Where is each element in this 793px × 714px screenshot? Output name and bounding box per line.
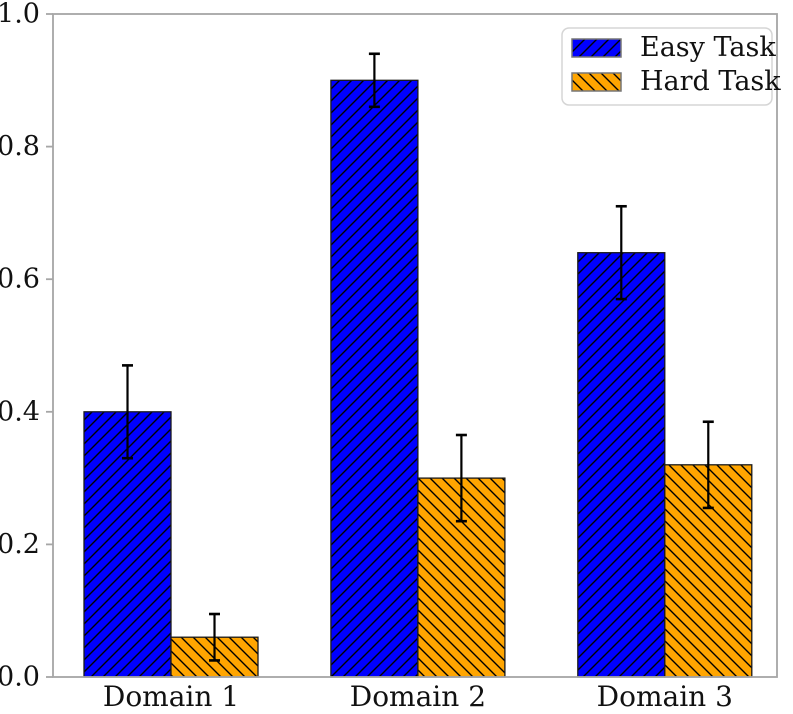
legend-label-hard-task: Hard Task — [640, 66, 781, 97]
x-axis-label-domain-2: Domain 2 — [350, 680, 486, 713]
legend-swatch-easy-task-icon — [571, 38, 622, 58]
errorbar-easy-task-domain-3 — [615, 204, 627, 301]
bar-easy-task-domain-2 — [330, 79, 419, 678]
legend: Easy Task Hard Task — [561, 27, 781, 106]
x-axis-label-domain-3: Domain 3 — [597, 680, 733, 713]
errorbar-hard-task-domain-1 — [209, 612, 221, 662]
plot-border — [52, 13, 778, 678]
legend-label-easy-task: Easy Task — [640, 32, 776, 63]
plot-area: 0.0 0.2 0.4 0.6 0.8 1.0 Domain 1 Domain 2 Domain… — [0, 0, 778, 713]
y-tick-label-0.4: 0.4 — [0, 396, 40, 427]
x-axis-label-domain-1: Domain 1 — [103, 680, 239, 713]
errorbar-hard-task-domain-2 — [455, 433, 467, 523]
y-tick-label-0.6: 0.6 — [0, 264, 40, 295]
errorbar-easy-task-domain-2 — [368, 52, 380, 109]
bar-easy-task-domain-3 — [577, 252, 666, 678]
errorbar-hard-task-domain-3 — [702, 420, 714, 510]
y-tick-label-0.2: 0.2 — [0, 529, 40, 560]
y-tick-label-0.0: 0.0 — [0, 662, 40, 693]
y-tick-label-1.0: 1.0 — [0, 0, 40, 30]
y-tick-label-0.8: 0.8 — [0, 131, 40, 162]
legend-swatch-hard-task-icon — [571, 72, 622, 92]
errorbar-easy-task-domain-1 — [122, 364, 134, 460]
